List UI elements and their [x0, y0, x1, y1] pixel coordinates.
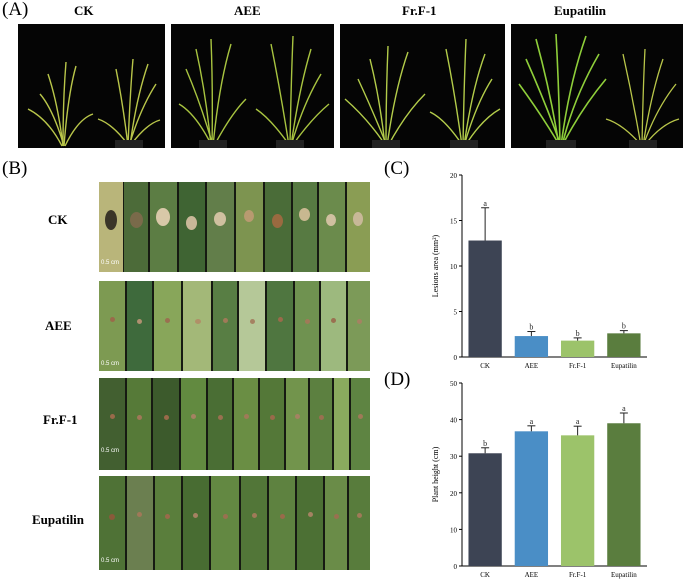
significance-letter: b: [529, 323, 533, 332]
y-tick-label: 10: [450, 526, 458, 534]
bar: [560, 340, 595, 357]
scale-bar-label: 0.5 cm: [101, 361, 120, 367]
bar: [607, 423, 641, 566]
panel-label-a: (A): [2, 0, 29, 20]
plant-height-chart: 0 10 20 30 40 50 Plant height (cm) b CK a AEE a Fr.F…: [431, 380, 647, 579]
significance-letter: a: [622, 404, 626, 413]
y-tick-label: 0: [454, 563, 458, 571]
leaf-strip-eupatilin: 0.5 cm: [99, 476, 370, 570]
y-axis-label: Lesions area (mm²): [431, 234, 440, 297]
leaf-row-label-aee: AEE: [45, 318, 72, 333]
rice-plant-image: [27, 58, 161, 148]
rice-plant-image: [178, 35, 330, 148]
y-tick-label: 5: [454, 309, 458, 317]
y-tick-label: 15: [450, 218, 458, 226]
significance-letter: a: [576, 417, 580, 426]
x-tick-label: Eupatilin: [611, 362, 637, 370]
x-tick-label: Eupatilin: [611, 571, 637, 579]
y-tick-label: 10: [450, 263, 458, 271]
x-tick-label: Fr.F-1: [569, 571, 587, 579]
significance-letter: a: [530, 417, 534, 426]
leaf-strip-ck: 0.5 cm: [99, 182, 370, 272]
photo-label-frf1: Fr.F-1: [402, 3, 437, 18]
plant-photo-ck: [18, 24, 165, 148]
rice-plant-image: [344, 38, 501, 148]
x-tick-label: Fr.F-1: [569, 362, 587, 370]
photo-label-ck: CK: [74, 3, 94, 18]
x-tick-label: AEE: [525, 362, 539, 370]
significance-letter: a: [483, 199, 487, 208]
scale-bar-label: 0.5 cm: [101, 448, 120, 454]
lesion-area-chart: 0 5 10 15 20 Lesions area (mm²) a CK b AEE b Fr.F-1…: [431, 172, 647, 370]
plant-photo-frf1: [340, 24, 505, 148]
rice-plant-image: [518, 33, 680, 148]
bar: [607, 333, 641, 357]
panel-label-c: (C): [384, 158, 410, 179]
plant-photo-aee: [171, 24, 334, 148]
y-tick-label: 20: [450, 490, 458, 498]
leaf-row-label-frf1: Fr.F-1: [43, 412, 78, 427]
plant-photo-eupatilin: [511, 24, 683, 148]
x-tick-label: CK: [480, 571, 490, 579]
scale-bar-label: 0.5 cm: [101, 558, 120, 564]
bar: [514, 431, 549, 566]
photo-label-aee: AEE: [234, 3, 261, 18]
photo-label-eupatilin: Eupatilin: [554, 3, 607, 18]
y-tick-label: 20: [450, 172, 458, 180]
significance-letter: b: [576, 329, 580, 338]
y-axis-label: Plant height (cm): [431, 446, 440, 502]
leaf-strip-aee: 0.5 cm: [99, 281, 370, 371]
x-tick-label: CK: [480, 362, 490, 370]
y-tick-label: 30: [450, 453, 458, 461]
leaf-row-label-eupatilin: Eupatilin: [32, 512, 85, 527]
significance-letter: b: [622, 322, 626, 331]
leaf-row-label-ck: CK: [48, 212, 68, 227]
x-tick-label: AEE: [525, 571, 539, 579]
leaf-strip-frf1: 0.5 cm: [99, 378, 370, 470]
significance-letter: b: [483, 439, 487, 448]
bar: [468, 453, 502, 566]
scale-bar-label: 0.5 cm: [101, 260, 120, 266]
panel-label-d: (D): [384, 369, 411, 390]
y-tick-label: 40: [450, 417, 458, 425]
panel-label-b: (B): [2, 158, 28, 179]
bar: [560, 435, 595, 566]
bar: [514, 336, 549, 357]
y-tick-label: 50: [450, 380, 458, 388]
bar: [468, 240, 502, 357]
y-tick-label: 0: [454, 354, 458, 362]
